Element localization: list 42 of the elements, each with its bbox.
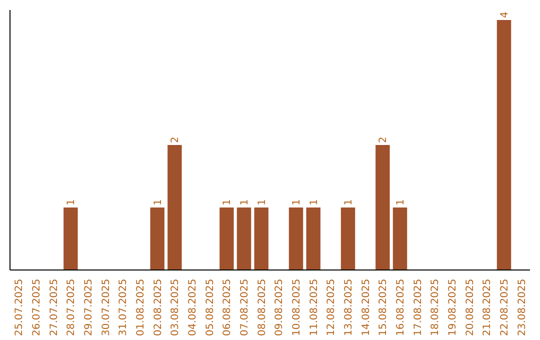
x-tick-label: 18.08.2025 (430, 278, 442, 336)
data-label: 1 (344, 199, 354, 206)
x-tick-label: 06.08.2025 (222, 278, 234, 336)
x-tick-label: 20.08.2025 (464, 278, 476, 336)
data-label: 1 (256, 199, 268, 206)
data-label: 1 (308, 199, 320, 206)
data-label: 1 (240, 199, 250, 206)
x-tick-label: 23.08.2025 (516, 278, 528, 336)
x-tick-label: 01.08.2025 (136, 278, 146, 336)
x-tick-label: 14.08.2025 (360, 278, 372, 336)
x-tick-label: 11.08.2025 (308, 278, 320, 336)
x-tick-label: 10.08.2025 (292, 278, 302, 336)
data-label: 1 (292, 199, 302, 206)
data-label: 1 (396, 199, 406, 206)
x-tick-label: 09.08.2025 (274, 278, 286, 336)
x-tick-label: 19.08.2025 (448, 278, 458, 336)
data-label: 2 (170, 136, 182, 143)
data-label: 1 (66, 199, 78, 206)
x-tick-label: 31.07.2025 (118, 278, 130, 336)
x-tick-label: 22.08.2025 (500, 278, 510, 336)
x-tick-label: 15.08.2025 (378, 278, 390, 336)
x-tick-label: 08.08.2025 (256, 278, 268, 336)
x-tick-label: 25.07.2025 (14, 278, 26, 336)
x-tick-label: 27.07.2025 (48, 278, 60, 336)
x-tick-label: 04.08.2025 (188, 278, 198, 336)
x-tick-label: 16.08.2025 (396, 278, 406, 336)
x-tick-label: 30.07.2025 (100, 278, 112, 336)
x-tick-label: 12.08.2025 (326, 278, 338, 336)
x-tick-label: 29.07.2025 (84, 278, 94, 336)
data-label: 2 (378, 136, 390, 143)
x-tick-label: 05.08.2025 (204, 278, 216, 336)
x-tick-label: 13.08.2025 (344, 278, 354, 336)
x-tick-label: 26.07.2025 (32, 278, 42, 336)
x-tick-label: 17.08.2025 (412, 278, 424, 336)
x-tick-label: 28.07.2025 (66, 278, 78, 336)
data-label: 1 (222, 199, 234, 206)
data-label: 4 (500, 12, 510, 18)
x-tick-label: 07.08.2025 (240, 278, 250, 336)
data-label: 1 (152, 199, 164, 206)
x-tick-label: 21.08.2025 (482, 278, 494, 336)
x-tick-label: 03.08.2025 (170, 278, 182, 336)
x-tick-label: 02.08.2025 (152, 278, 164, 336)
